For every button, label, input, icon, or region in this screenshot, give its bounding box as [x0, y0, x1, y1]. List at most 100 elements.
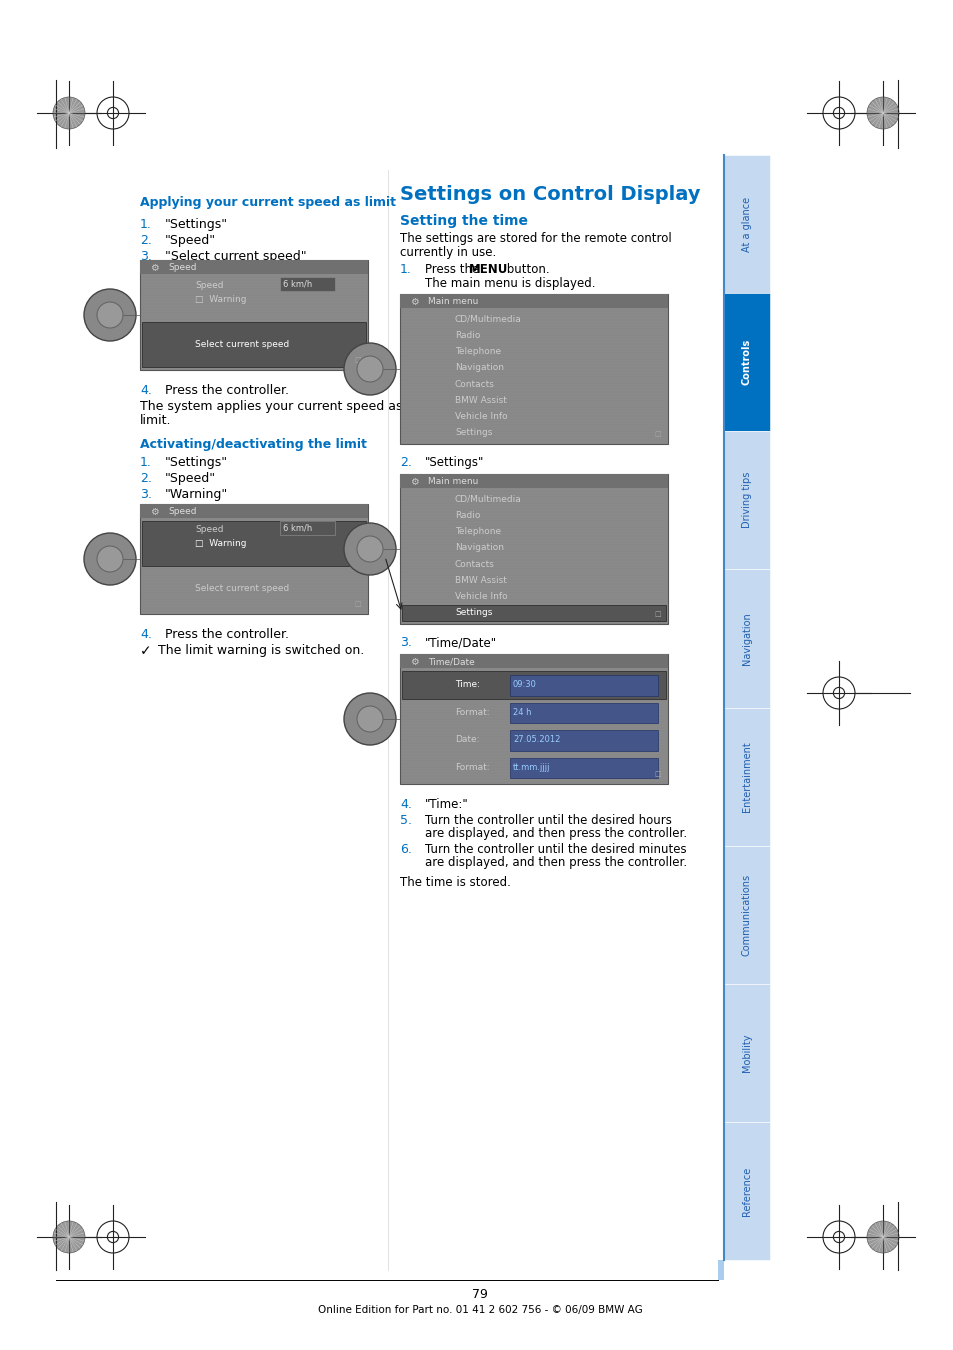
- Text: 27.05.2012: 27.05.2012: [513, 736, 559, 744]
- Circle shape: [53, 1220, 85, 1253]
- Text: 4.: 4.: [140, 383, 152, 397]
- Text: Radio: Radio: [455, 331, 480, 340]
- Text: Contacts: Contacts: [455, 560, 495, 568]
- Text: Select current speed: Select current speed: [194, 585, 289, 593]
- Text: 1.: 1.: [399, 263, 412, 275]
- Bar: [723, 1122, 769, 1260]
- Text: BMW Assist: BMW Assist: [455, 576, 506, 585]
- Text: The system applies your current speed as the: The system applies your current speed as…: [140, 400, 427, 413]
- Bar: [280, 277, 335, 292]
- Text: Date:: Date:: [455, 736, 479, 744]
- Bar: [718, 1260, 723, 1280]
- Text: Controls: Controls: [741, 339, 751, 385]
- Text: The main menu is displayed.: The main menu is displayed.: [424, 277, 595, 290]
- Text: □  Warning: □ Warning: [194, 539, 246, 548]
- Text: Telephone: Telephone: [455, 526, 500, 536]
- Text: Vehicle Info: Vehicle Info: [455, 593, 507, 601]
- Circle shape: [866, 1220, 898, 1253]
- Bar: [399, 294, 667, 308]
- Bar: [723, 570, 769, 707]
- Text: Select current speed: Select current speed: [194, 340, 289, 350]
- Text: Time/Date: Time/Date: [428, 657, 475, 667]
- Bar: [399, 653, 667, 784]
- Text: button.: button.: [502, 263, 549, 275]
- Bar: [142, 521, 366, 566]
- Text: Entertainment: Entertainment: [741, 741, 751, 811]
- Text: "Settings": "Settings": [165, 217, 228, 231]
- Text: Speed: Speed: [168, 263, 196, 273]
- Text: Applying your current speed as limit: Applying your current speed as limit: [140, 196, 395, 209]
- Circle shape: [356, 536, 382, 562]
- Bar: [723, 293, 769, 431]
- Circle shape: [344, 522, 395, 575]
- Circle shape: [344, 343, 395, 396]
- Text: 09:30: 09:30: [513, 680, 537, 690]
- Text: Navigation: Navigation: [455, 363, 503, 373]
- Text: The settings are stored for the remote control: The settings are stored for the remote c…: [399, 232, 671, 244]
- Bar: [142, 323, 366, 367]
- Text: ⚙: ⚙: [409, 477, 418, 487]
- Text: 6 km/h: 6 km/h: [283, 524, 312, 532]
- Text: 1.: 1.: [140, 217, 152, 231]
- Text: 2.: 2.: [140, 234, 152, 247]
- Bar: [140, 504, 368, 614]
- Bar: [510, 675, 658, 695]
- Text: 3.: 3.: [140, 487, 152, 501]
- Text: 4.: 4.: [399, 798, 412, 811]
- Text: Speed: Speed: [194, 281, 223, 289]
- Bar: [399, 653, 667, 668]
- Text: CD/Multimedia: CD/Multimedia: [455, 315, 521, 324]
- Text: 3.: 3.: [140, 250, 152, 263]
- Text: BMW Assist: BMW Assist: [455, 396, 506, 405]
- Text: 2.: 2.: [140, 472, 152, 485]
- Text: currently in use.: currently in use.: [399, 246, 496, 259]
- Circle shape: [356, 356, 382, 382]
- Bar: [140, 504, 368, 518]
- Bar: [399, 294, 667, 444]
- Text: Driving tips: Driving tips: [741, 472, 751, 528]
- Bar: [723, 845, 769, 984]
- Text: 79: 79: [472, 1288, 487, 1301]
- Text: Main menu: Main menu: [428, 478, 477, 486]
- Text: 24 h: 24 h: [513, 707, 531, 717]
- Text: 1.: 1.: [140, 456, 152, 468]
- Bar: [723, 155, 769, 293]
- Text: MENU: MENU: [469, 263, 508, 275]
- Text: "Speed": "Speed": [165, 234, 216, 247]
- Text: □: □: [654, 771, 660, 778]
- Bar: [401, 671, 665, 698]
- Text: Online Edition for Part no. 01 41 2 602 756 - © 06/09 BMW AG: Online Edition for Part no. 01 41 2 602 …: [317, 1305, 641, 1315]
- Text: Format:: Format:: [455, 707, 489, 717]
- Text: 6.: 6.: [399, 842, 412, 856]
- Text: □: □: [355, 601, 361, 608]
- Text: Settings on Control Display: Settings on Control Display: [399, 185, 700, 204]
- Text: "Time:": "Time:": [424, 798, 468, 811]
- Text: are displayed, and then press the controller.: are displayed, and then press the contro…: [424, 856, 686, 869]
- Text: 2.: 2.: [399, 456, 412, 468]
- Text: □: □: [355, 356, 361, 363]
- Bar: [399, 474, 667, 487]
- Text: Main menu: Main menu: [428, 297, 477, 306]
- Circle shape: [344, 693, 395, 745]
- Bar: [399, 474, 667, 624]
- Text: Speed: Speed: [194, 525, 223, 533]
- Bar: [723, 707, 769, 845]
- Circle shape: [53, 97, 85, 130]
- Text: Turn the controller until the desired hours: Turn the controller until the desired ho…: [424, 814, 671, 828]
- Text: CD/Multimedia: CD/Multimedia: [455, 494, 521, 504]
- Bar: [510, 702, 658, 724]
- Text: Reference: Reference: [741, 1166, 751, 1215]
- Text: tt.mm.jjjj: tt.mm.jjjj: [513, 763, 550, 772]
- Text: □: □: [654, 431, 660, 437]
- Text: ⚙: ⚙: [409, 657, 418, 667]
- Bar: [280, 521, 335, 535]
- Text: Settings: Settings: [455, 428, 492, 437]
- Text: Format:: Format:: [455, 763, 489, 772]
- Text: 4.: 4.: [140, 628, 152, 641]
- Text: □  Warning: □ Warning: [194, 296, 246, 304]
- Bar: [140, 261, 368, 274]
- Text: Radio: Radio: [455, 510, 480, 520]
- Text: Contacts: Contacts: [455, 379, 495, 389]
- Text: Turn the controller until the desired minutes: Turn the controller until the desired mi…: [424, 842, 686, 856]
- Bar: [723, 984, 769, 1122]
